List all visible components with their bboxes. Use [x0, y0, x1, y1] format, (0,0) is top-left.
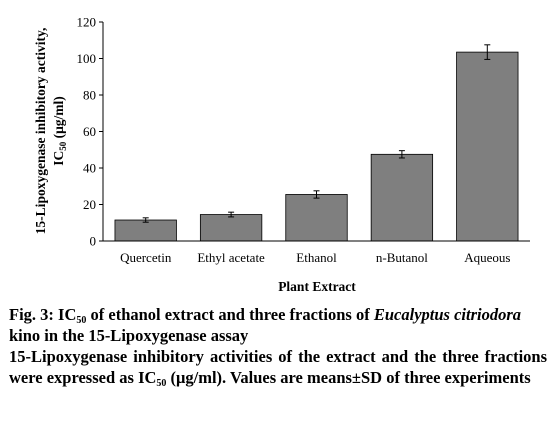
x-tick-label: Quercetin — [120, 250, 172, 265]
bar — [199, 214, 263, 242]
y-tick-label: 80 — [83, 88, 96, 103]
bar — [285, 194, 348, 242]
y-axis-title-sub: 50 — [58, 141, 68, 151]
x-tick-label: Ethyl acetate — [197, 250, 265, 265]
y-tick-label: 40 — [83, 161, 96, 176]
y-tick-label: 100 — [77, 51, 97, 66]
caption-desc-1: 15-Lipoxygenase inhibitory activities of… — [9, 347, 547, 387]
y-tick-label: 120 — [77, 15, 97, 30]
caption-desc-sub: 50 — [156, 378, 167, 389]
x-tick-labels: Quercetin Ethyl acetate Ethanol n-Butanol Aq… — [120, 250, 510, 265]
y-tick-label: 0 — [90, 234, 97, 249]
bar — [114, 219, 177, 242]
caption-desc-2: (μg/ml). Values are means±SD of three ex… — [166, 368, 531, 387]
y-axis-title-ic: IC — [51, 151, 66, 166]
y-tick-label: 60 — [83, 124, 96, 139]
y-axis-title-line1: 15-Lipoxygenase inhibitory activity, — [33, 28, 48, 235]
y-tick-label: 20 — [83, 197, 96, 212]
caption-fig-text-1: of ethanol extract and three fractions o… — [86, 305, 374, 324]
y-axis-title-line2: IC50 (μg/ml) — [51, 96, 68, 166]
caption-fig-label: Fig. 3: IC — [9, 305, 77, 324]
bar-chart: 0 20 40 60 80 100 120 Quercetin Ethyl acetate Et… — [33, 15, 530, 294]
bar — [370, 153, 434, 242]
x-tick-label: Ethanol — [296, 250, 337, 265]
error-bars — [142, 44, 491, 223]
caption-fig-sub: 50 — [76, 315, 87, 326]
x-tick-label: n-Butanol — [376, 250, 428, 265]
caption-species: Eucalyptus citriodora — [373, 305, 521, 324]
y-axis-title-unit: (μg/ml) — [51, 96, 66, 142]
y-axis-ticks: 0 20 40 60 80 100 120 — [77, 15, 103, 249]
bar — [456, 51, 519, 242]
x-axis-title: Plant Extract — [278, 279, 356, 294]
figure-caption: Fig. 3: IC50 of ethanol extract and thre… — [9, 304, 547, 346]
caption-fig-text-2: kino in the 15-Lipoxygenase assay — [9, 326, 249, 345]
x-tick-label: Aqueous — [464, 250, 510, 265]
bars — [114, 51, 519, 242]
figure-description: 15-Lipoxygenase inhibitory activities of… — [9, 346, 547, 389]
